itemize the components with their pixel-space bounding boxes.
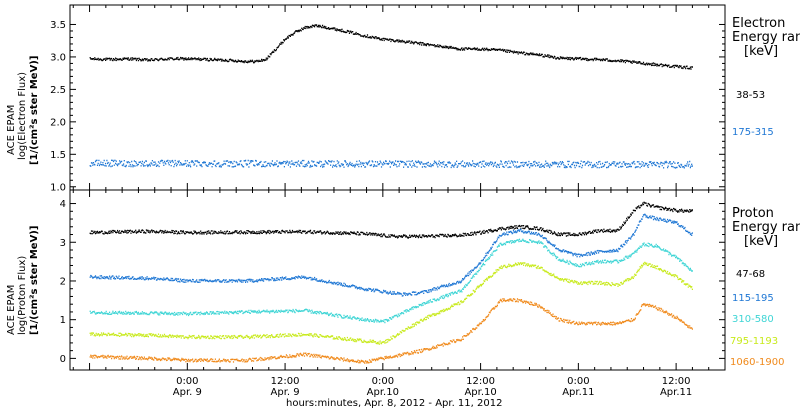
x-axis-label: hours:minutes, Apr. 8, 2012 - Apr. 11, 2… [286,398,502,409]
series-proton-47-68 [89,201,693,239]
x-tick-date-label: Apr. 9 [271,387,300,398]
y-tick-label: 0 [60,354,66,365]
series-electron-38-53 [89,24,693,70]
proton-legend-item-0: 47-68 [736,269,765,280]
electron-ylabel-line3: [1/(cm²s ster MeV)] [29,56,40,165]
x-tick-time-label: 0:00 [567,376,589,387]
x-tick-date-label: Apr.10 [464,387,496,398]
electron-legend-title: Electron [732,16,785,31]
electron-ylabel-line2: log(Electron Flux) [17,72,28,160]
proton-legend-item-3: 795-1193 [730,336,778,347]
series-electron-175-315 [89,159,693,169]
x-tick-time-label: 0:00 [176,376,198,387]
proton-ylabel-line3: [1/(cm²s ster MeV)] [29,226,40,335]
proton-data-points [89,201,693,364]
y-tick-label: 3.0 [50,52,66,63]
y-tick-label: 2.0 [50,117,66,128]
series-proton-115-195 [89,213,693,297]
y-tick-label: 3 [60,238,66,249]
electron-y-label: ACE EPAM log(Electron Flux) [1/(cm²s ste… [6,56,40,165]
y-tick-label: 2.5 [50,85,66,96]
electron-data-points [89,24,693,169]
electron-y-axis: 1.0 1.5 2.0 2.5 3.0 3.5 [50,20,725,193]
proton-ylabel-line1: ACE EPAM [6,285,17,335]
y-tick-label: 1.5 [50,150,66,161]
y-tick-label: 3.5 [50,20,66,31]
x-tick-date-label: Apr.11 [660,387,692,398]
series-proton-795-1193 [89,261,693,345]
electron-legend-item-1: 175-315 [732,127,774,138]
proton-panel-frame [69,189,726,371]
x-tick-time-label: 12:00 [662,376,691,387]
proton-y-label: ACE EPAM log(Proton Flux) [1/(cm²s ster … [6,226,40,335]
y-tick-label: 1 [60,315,66,326]
series-proton-1060-1900 [89,298,693,364]
proton-legend-item-4: 1060-1900 [730,357,785,368]
series-proton-310-580 [89,238,693,324]
x-tick-time-label: 12:00 [271,376,300,387]
electron-ylabel-line1: ACE EPAM [6,105,17,155]
electron-legend-item-0: 38-53 [736,90,765,101]
x-tick-time-label: 12:00 [466,376,495,387]
y-tick-label: 1.0 [50,182,66,193]
proton-ylabel-line2: log(Proton Flux) [17,256,28,335]
proton-legend-item-1: 115-195 [732,293,774,304]
x-tick-date-label: Apr.11 [562,387,594,398]
proton-legend-units: [keV] [744,234,778,249]
x-tick-date-label: Apr. 9 [173,387,202,398]
proton-legend-subtitle: Energy range [732,220,800,235]
y-tick-label: 2 [60,276,66,287]
x-tick-time-label: 0:00 [372,376,394,387]
proton-legend-item-2: 310-580 [732,314,774,325]
proton-legend-title: Proton [732,206,774,221]
y-tick-label: 4 [60,199,66,210]
electron-legend-units: [keV] [744,44,778,59]
electron-legend-subtitle: Energy range [732,30,800,45]
x-tick-date-label: Apr.10 [367,387,399,398]
proton-y-axis: 0 1 2 3 4 [60,199,725,365]
